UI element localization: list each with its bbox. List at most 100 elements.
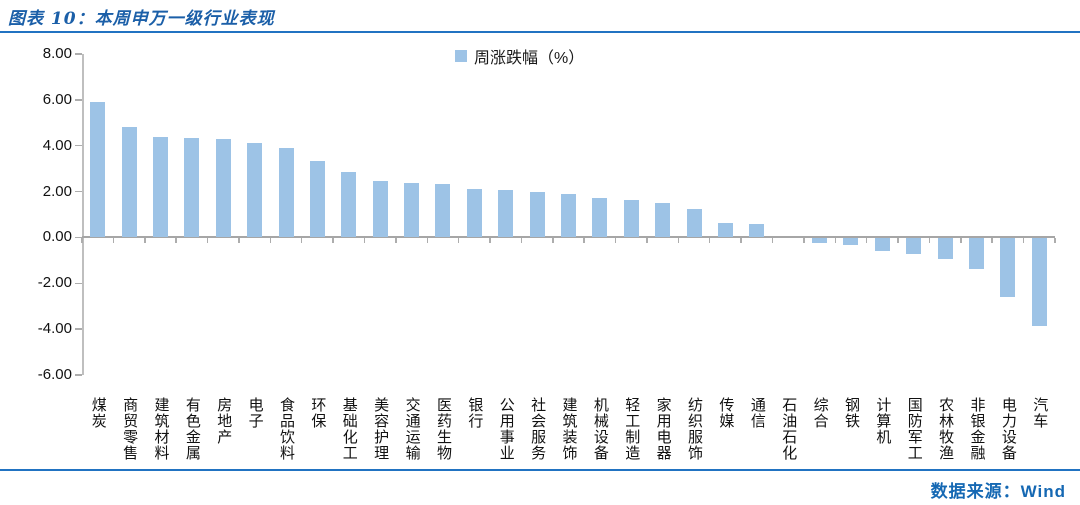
y-axis-tick xyxy=(75,374,82,376)
bar-汽车 xyxy=(1031,238,1047,326)
x-axis-tick xyxy=(583,238,585,244)
x-axis-tick xyxy=(206,238,209,244)
x-axis-tick xyxy=(395,238,397,244)
x-axis-tick xyxy=(269,238,272,244)
x-axis-tick xyxy=(897,238,899,244)
bar-美容护理 xyxy=(372,181,388,238)
x-axis-label: 综合 xyxy=(811,397,829,429)
y-axis-tick-label: 0.00 xyxy=(42,228,72,246)
bar-商贸零售 xyxy=(121,127,137,238)
x-axis-label: 机械设备 xyxy=(591,397,609,461)
x-axis-label: 银行 xyxy=(466,397,484,429)
x-axis-label: 商贸零售 xyxy=(121,397,139,461)
x-axis-tick xyxy=(426,238,428,244)
x-axis-tick xyxy=(332,238,334,244)
x-axis-tick xyxy=(144,238,146,244)
x-axis-label: 房地产 xyxy=(215,397,233,445)
x-axis-tick xyxy=(803,238,805,244)
y-axis-tick-label: 2.00 xyxy=(42,182,72,200)
y-axis-line xyxy=(82,54,84,375)
x-axis-label: 电力设备 xyxy=(999,397,1017,461)
footer-rule xyxy=(0,469,1080,471)
x-axis-label: 通信 xyxy=(748,397,766,429)
x-axis-label: 有色金属 xyxy=(183,397,201,461)
x-axis-label: 纺织服饰 xyxy=(686,397,704,461)
x-axis-label: 家用电器 xyxy=(654,397,672,461)
x-axis-tick xyxy=(646,238,648,244)
bar-交通运输 xyxy=(404,183,420,238)
bar-国防军工 xyxy=(906,238,922,255)
y-axis-tick xyxy=(75,99,82,101)
x-axis-label: 煤炭 xyxy=(89,397,107,429)
bar-非银金融 xyxy=(969,238,985,270)
x-axis-label: 食品饮料 xyxy=(278,397,296,461)
bar-农林牧渔 xyxy=(937,238,953,260)
y-axis-tick-label: -6.00 xyxy=(37,366,72,383)
bar-电力设备 xyxy=(1000,238,1016,297)
bar-基础化工 xyxy=(341,172,357,238)
x-axis-label: 美容护理 xyxy=(372,397,390,461)
y-axis-tick-label: -4.00 xyxy=(37,320,72,338)
y-axis-tick-label: -2.00 xyxy=(37,274,72,292)
x-axis-tick xyxy=(1054,238,1056,244)
x-axis-tick xyxy=(1022,238,1025,244)
x-axis-tick xyxy=(112,238,115,244)
x-axis-tick xyxy=(865,238,868,244)
bar-食品饮料 xyxy=(278,148,294,238)
y-axis-tick xyxy=(75,144,82,147)
bar-公用事业 xyxy=(498,190,514,238)
x-axis-label: 公用事业 xyxy=(497,397,515,461)
x-axis-label: 传媒 xyxy=(717,397,735,429)
x-axis-label: 农林牧渔 xyxy=(937,397,955,461)
x-axis-label: 交通运输 xyxy=(403,397,421,461)
y-axis-tick xyxy=(75,190,82,193)
y-axis-tick xyxy=(75,328,82,330)
data-source: 数据来源：Wind xyxy=(930,482,1066,501)
bar-有色金属 xyxy=(184,137,200,238)
x-axis-label: 石油石化 xyxy=(780,397,798,461)
x-axis-label: 基础化工 xyxy=(340,397,358,461)
x-axis-tick xyxy=(708,238,711,244)
x-axis-label: 轻工制造 xyxy=(623,397,641,461)
bar-综合 xyxy=(812,238,828,243)
bar-家用电器 xyxy=(655,202,671,238)
x-axis-label: 医药生物 xyxy=(434,397,452,461)
x-axis-tick xyxy=(740,238,742,244)
x-axis-label: 计算机 xyxy=(874,397,892,445)
title-rule xyxy=(0,31,1080,33)
y-axis-tick xyxy=(75,53,82,55)
bar-钢铁 xyxy=(843,238,859,245)
y-axis-tick xyxy=(75,236,82,239)
bar-社会服务 xyxy=(529,192,545,238)
x-axis-tick xyxy=(552,238,554,244)
bar-煤炭 xyxy=(90,102,106,238)
x-axis-tick xyxy=(175,238,177,244)
bar-房地产 xyxy=(215,138,231,238)
x-axis-tick xyxy=(81,238,83,244)
bar-医药生物 xyxy=(435,183,451,238)
x-axis-label: 钢铁 xyxy=(842,397,860,429)
bar-银行 xyxy=(466,189,482,238)
x-axis-tick xyxy=(677,238,680,244)
x-axis-label: 汽车 xyxy=(1031,397,1049,429)
bar-电子 xyxy=(247,143,263,238)
bar-环保 xyxy=(309,160,325,238)
figure-title: 图表 10：本周申万一级行业表现 xyxy=(8,9,275,29)
x-axis-tick xyxy=(489,238,491,244)
bar-纺织服饰 xyxy=(686,209,702,238)
bar-轻工制造 xyxy=(623,199,639,238)
y-axis-tick-label: 8.00 xyxy=(42,45,72,62)
bar-建筑装饰 xyxy=(561,193,576,238)
bar-计算机 xyxy=(874,238,890,252)
x-axis-tick xyxy=(520,238,523,244)
x-axis-label: 环保 xyxy=(309,397,327,429)
x-axis-tick xyxy=(771,238,774,244)
x-axis-label: 建筑装饰 xyxy=(560,397,578,461)
bar-机械设备 xyxy=(592,198,608,238)
x-axis-label: 非银金融 xyxy=(968,397,986,461)
x-axis-tick xyxy=(363,238,366,244)
bar-建筑材料 xyxy=(152,136,168,238)
x-axis-tick xyxy=(300,238,303,244)
x-axis-tick xyxy=(834,238,837,244)
x-axis-tick xyxy=(960,238,962,244)
